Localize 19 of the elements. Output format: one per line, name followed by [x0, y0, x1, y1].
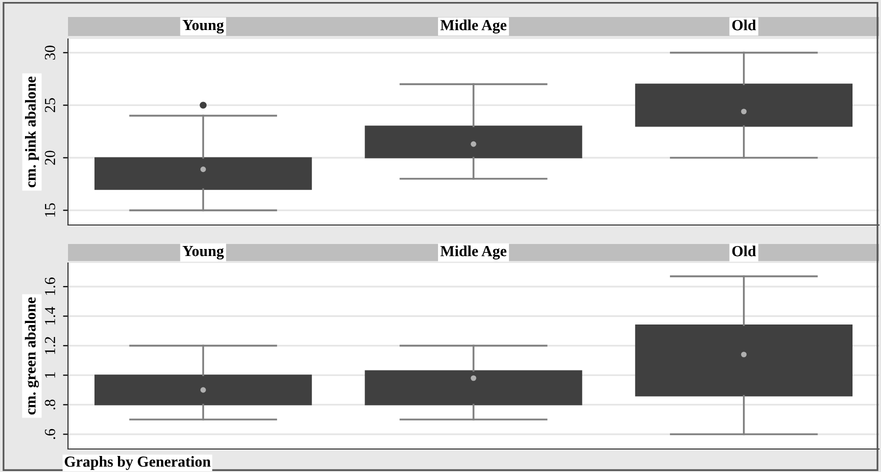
text: Graphs by Generation	[64, 456, 211, 470]
y-axis-title: cm. pink abalone	[25, 76, 39, 188]
category-label: Midle Age	[440, 20, 506, 34]
category-label: Young	[182, 20, 224, 34]
y-tick-label: 20	[44, 150, 56, 165]
y-tick-label: 15	[44, 203, 56, 217]
y-tick-label: 1.6	[44, 278, 56, 295]
y-axis-title: cm. green abalone	[24, 297, 39, 415]
y-tick-label: .6	[44, 428, 56, 439]
category-label: Old	[732, 20, 756, 30]
category-label: Young	[182, 246, 224, 260]
y-tick-label: .8	[44, 400, 56, 410]
y-tick-label: 1	[44, 372, 56, 378]
y-tick-label: 1.4	[44, 306, 56, 324]
category-label: Midle Age	[440, 246, 506, 260]
y-tick-label: 30	[44, 46, 56, 60]
y-tick-label: 1.2	[44, 336, 56, 354]
y-tick-label: 25	[44, 98, 56, 112]
category-label: Old	[732, 246, 756, 256]
